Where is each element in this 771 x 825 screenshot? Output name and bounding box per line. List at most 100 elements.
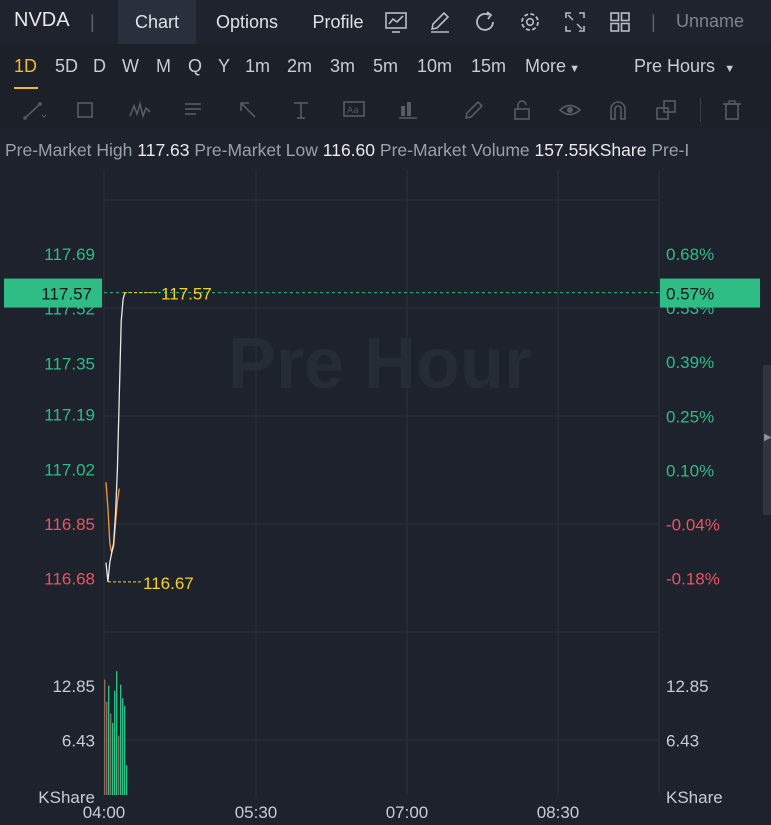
pre-market-low-value: 116.60: [322, 140, 376, 160]
text-label-icon[interactable]: Aa: [342, 98, 366, 122]
percent-tick-label: 0.68%: [666, 245, 714, 264]
period-5d[interactable]: 5D: [55, 56, 79, 76]
volume-bar: [114, 690, 116, 795]
volume-tick-label: 12.85: [52, 677, 95, 696]
average-price-line: [105, 482, 120, 554]
period-d[interactable]: D: [93, 56, 106, 76]
pen-icon[interactable]: [462, 98, 486, 122]
period-5m[interactable]: 5m: [373, 56, 399, 76]
volume-bar: [110, 713, 112, 795]
arrow-icon[interactable]: [236, 98, 260, 122]
tab-chart[interactable]: Chart: [118, 0, 196, 44]
more-label: More: [525, 56, 567, 76]
period-1d[interactable]: 1D: [14, 56, 38, 76]
tab-options[interactable]: Options: [215, 12, 279, 32]
bar-pattern-icon[interactable]: [396, 98, 420, 122]
percent-tick-label: -0.04%: [666, 516, 720, 535]
volume-bar: [108, 685, 110, 795]
current-price-tag: [4, 278, 102, 308]
trend-line-icon[interactable]: [22, 98, 46, 122]
volume-unit-label: KShare: [38, 788, 95, 807]
more-dropdown[interactable]: More ▼: [525, 56, 580, 77]
volume-tick-label: 6.43: [62, 731, 95, 750]
period-1m[interactable]: 1m: [245, 56, 271, 76]
pre-market-volume-value: 157.55KShare: [534, 140, 647, 160]
session-dropdown[interactable]: Pre Hours ▼: [634, 56, 735, 77]
lock-icon[interactable]: [510, 98, 534, 122]
period-bar: [0, 44, 771, 90]
symbol-title: NVDA: [14, 9, 70, 31]
time-tick-label: 08:30: [537, 803, 580, 822]
eye-icon[interactable]: [558, 98, 582, 122]
price-line: [105, 292, 126, 582]
current-percent-tag: [660, 278, 760, 308]
measure-icon[interactable]: [290, 98, 314, 122]
session-caret-icon: ▼: [715, 63, 736, 75]
pattern-icon[interactable]: [128, 98, 152, 122]
text-note-icon[interactable]: [182, 98, 206, 122]
trash-icon[interactable]: [720, 98, 744, 122]
svg-text:Aa: Aa: [347, 106, 359, 116]
user-name[interactable]: Unname: [676, 11, 745, 31]
drawing-toolbar: [0, 90, 771, 130]
expand-arrow-icon[interactable]: ▶: [764, 432, 771, 443]
fullscreen-icon[interactable]: [562, 9, 588, 35]
price-tick-label: 117.69: [44, 245, 95, 264]
chart-watermark: Pre Hour: [228, 324, 532, 404]
volume-bar: [122, 698, 124, 795]
period-y[interactable]: Y: [218, 56, 231, 76]
low-marker-label: 116.67: [143, 574, 194, 593]
magnet-icon[interactable]: [606, 98, 630, 122]
period-3m[interactable]: 3m: [330, 56, 356, 76]
percent-tick-label: -0.18%: [666, 570, 720, 589]
symbol-separator: |: [90, 12, 95, 32]
price-tick-label: 117.02: [44, 460, 95, 479]
layout-grid-icon[interactable]: [607, 9, 633, 35]
period-2m[interactable]: 2m: [287, 56, 313, 76]
volume-bar: [118, 735, 120, 795]
time-tick-label: 04:00: [83, 803, 126, 822]
pre-market-low-label: Pre-Market Low: [194, 140, 318, 160]
volume-bars: [104, 671, 128, 795]
session-label: Pre Hours: [634, 56, 716, 76]
time-tick-label: 07:00: [386, 803, 429, 822]
rectangle-icon[interactable]: [74, 98, 98, 122]
price-tick-label: 116.68: [44, 570, 95, 589]
period-15m[interactable]: 15m: [471, 56, 507, 76]
toolbar-divider: [700, 98, 701, 122]
active-period-underline: [14, 87, 38, 89]
pre-market-trailing-label: Pre-I: [651, 140, 690, 160]
current-price-label: 117.57: [41, 285, 92, 304]
volume-bar: [104, 679, 106, 795]
price-tick-label: 117.19: [44, 406, 95, 425]
tab-profile[interactable]: Profile: [312, 12, 364, 32]
price-tick-label: 117.35: [44, 354, 95, 373]
pencil-icon[interactable]: [427, 9, 453, 35]
percent-tick-label: 0.39%: [666, 353, 714, 372]
volume-bar: [124, 705, 126, 795]
price-lines: [105, 292, 126, 582]
pre-market-high-value: 117.63: [137, 140, 190, 160]
period-m[interactable]: M: [156, 56, 171, 76]
chart-axes: 117.69117.52117.35117.19117.02116.85116.…: [38, 245, 722, 822]
user-separator: |: [651, 12, 656, 32]
volume-bar: [116, 671, 118, 795]
period-q[interactable]: Q: [188, 56, 203, 76]
pre-market-volume-label: Pre-Market Volume: [379, 140, 530, 160]
clone-icon[interactable]: [654, 98, 678, 122]
settings-icon[interactable]: [517, 9, 543, 35]
volume-unit-label-right: KShare: [666, 788, 723, 807]
more-caret-icon: ▼: [566, 63, 580, 75]
period-w[interactable]: W: [122, 56, 139, 76]
refresh-icon[interactable]: [472, 9, 498, 35]
price-markers: 117.57 0.57% 117.57 116.67: [4, 278, 760, 593]
pre-market-info-bar: Pre-Market High 117.63 Pre-Market Low 11…: [0, 140, 771, 164]
volume-bar: [106, 701, 108, 795]
chart-trend-icon[interactable]: [383, 9, 409, 35]
volume-tick-label-right: 12.85: [666, 677, 709, 696]
price-tick-label: 116.85: [44, 515, 95, 534]
period-10m[interactable]: 10m: [417, 56, 453, 76]
volume-bar: [120, 684, 122, 795]
chart-scroll-handle[interactable]: [763, 365, 771, 515]
